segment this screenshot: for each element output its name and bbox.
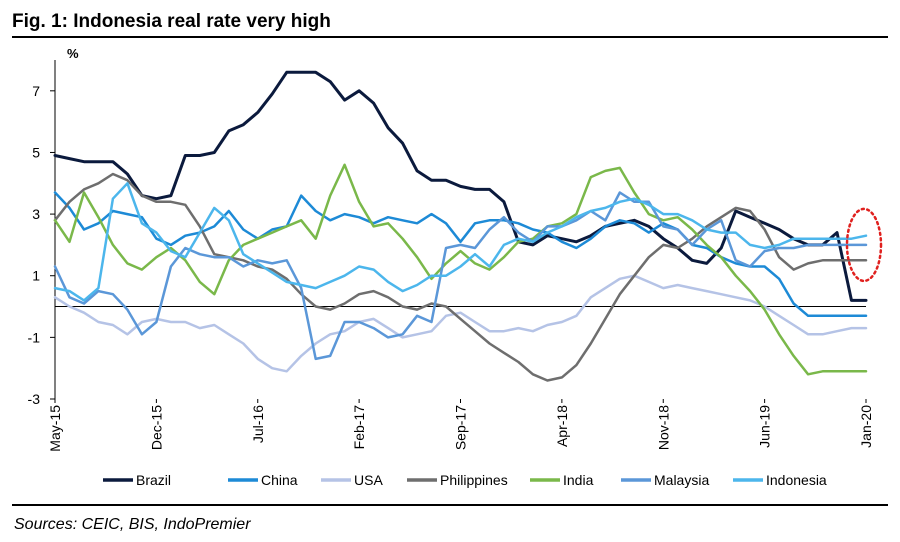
x-tick-label: May-15 — [47, 405, 63, 452]
legend-label-indonesia: Indonesia — [766, 472, 827, 488]
x-tick-label: Dec-15 — [148, 405, 164, 450]
series-line-brazil — [53, 70, 868, 302]
chart-series — [53, 70, 868, 382]
line-chart: % 7 5 3 1 -1 -3 May-15 Dec-15 Jul-16 Feb-17 Sep-17 A… — [28, 46, 883, 488]
series-line-philippines — [53, 172, 868, 382]
legend-label-malaysia: Malaysia — [654, 472, 709, 488]
series-line-china — [53, 191, 868, 318]
series-line-indonesia — [53, 182, 868, 302]
chart-legend: Brazil China USA Philippines India Malaysia In… — [103, 472, 827, 488]
y-tick-label: 3 — [32, 206, 40, 222]
x-tick-label: Jun-19 — [757, 405, 773, 448]
x-tick-label: Jan-20 — [858, 405, 874, 448]
legend-label-philippines: Philippines — [440, 472, 508, 488]
source-note: Sources: CEIC, BIS, IndoPremier — [14, 516, 251, 533]
x-tick-label: Nov-18 — [655, 405, 671, 450]
footer-rule — [12, 504, 888, 506]
legend-label-india: India — [563, 472, 594, 488]
legend-label-china: China — [261, 472, 298, 488]
x-tick-label: Jul-16 — [250, 405, 266, 443]
y-tick-label: 1 — [32, 268, 40, 284]
y-tick-label: -1 — [28, 329, 41, 345]
title-rule — [12, 36, 888, 38]
chart-axes: % 7 5 3 1 -1 -3 May-15 Dec-15 Jul-16 Feb-17 Sep-17 A… — [28, 46, 874, 452]
series-line-malaysia — [53, 191, 868, 361]
y-tick-label: 7 — [32, 83, 40, 99]
chart-annotation — [845, 207, 883, 283]
highlight-ellipse — [845, 207, 883, 283]
x-tick-label: Apr-18 — [554, 405, 570, 447]
chart-title: Fig. 1: Indonesia real rate very high — [12, 11, 331, 32]
series-line-india — [53, 163, 868, 376]
x-tick-label: Feb-17 — [351, 405, 367, 450]
y-tick-label: 5 — [32, 144, 40, 160]
y-axis-label: % — [67, 46, 79, 61]
y-tick-label: -3 — [28, 391, 41, 407]
legend-label-usa: USA — [354, 472, 383, 488]
series-line-usa — [53, 274, 868, 373]
x-tick-label: Sep-17 — [453, 405, 469, 450]
legend-label-brazil: Brazil — [136, 472, 171, 488]
